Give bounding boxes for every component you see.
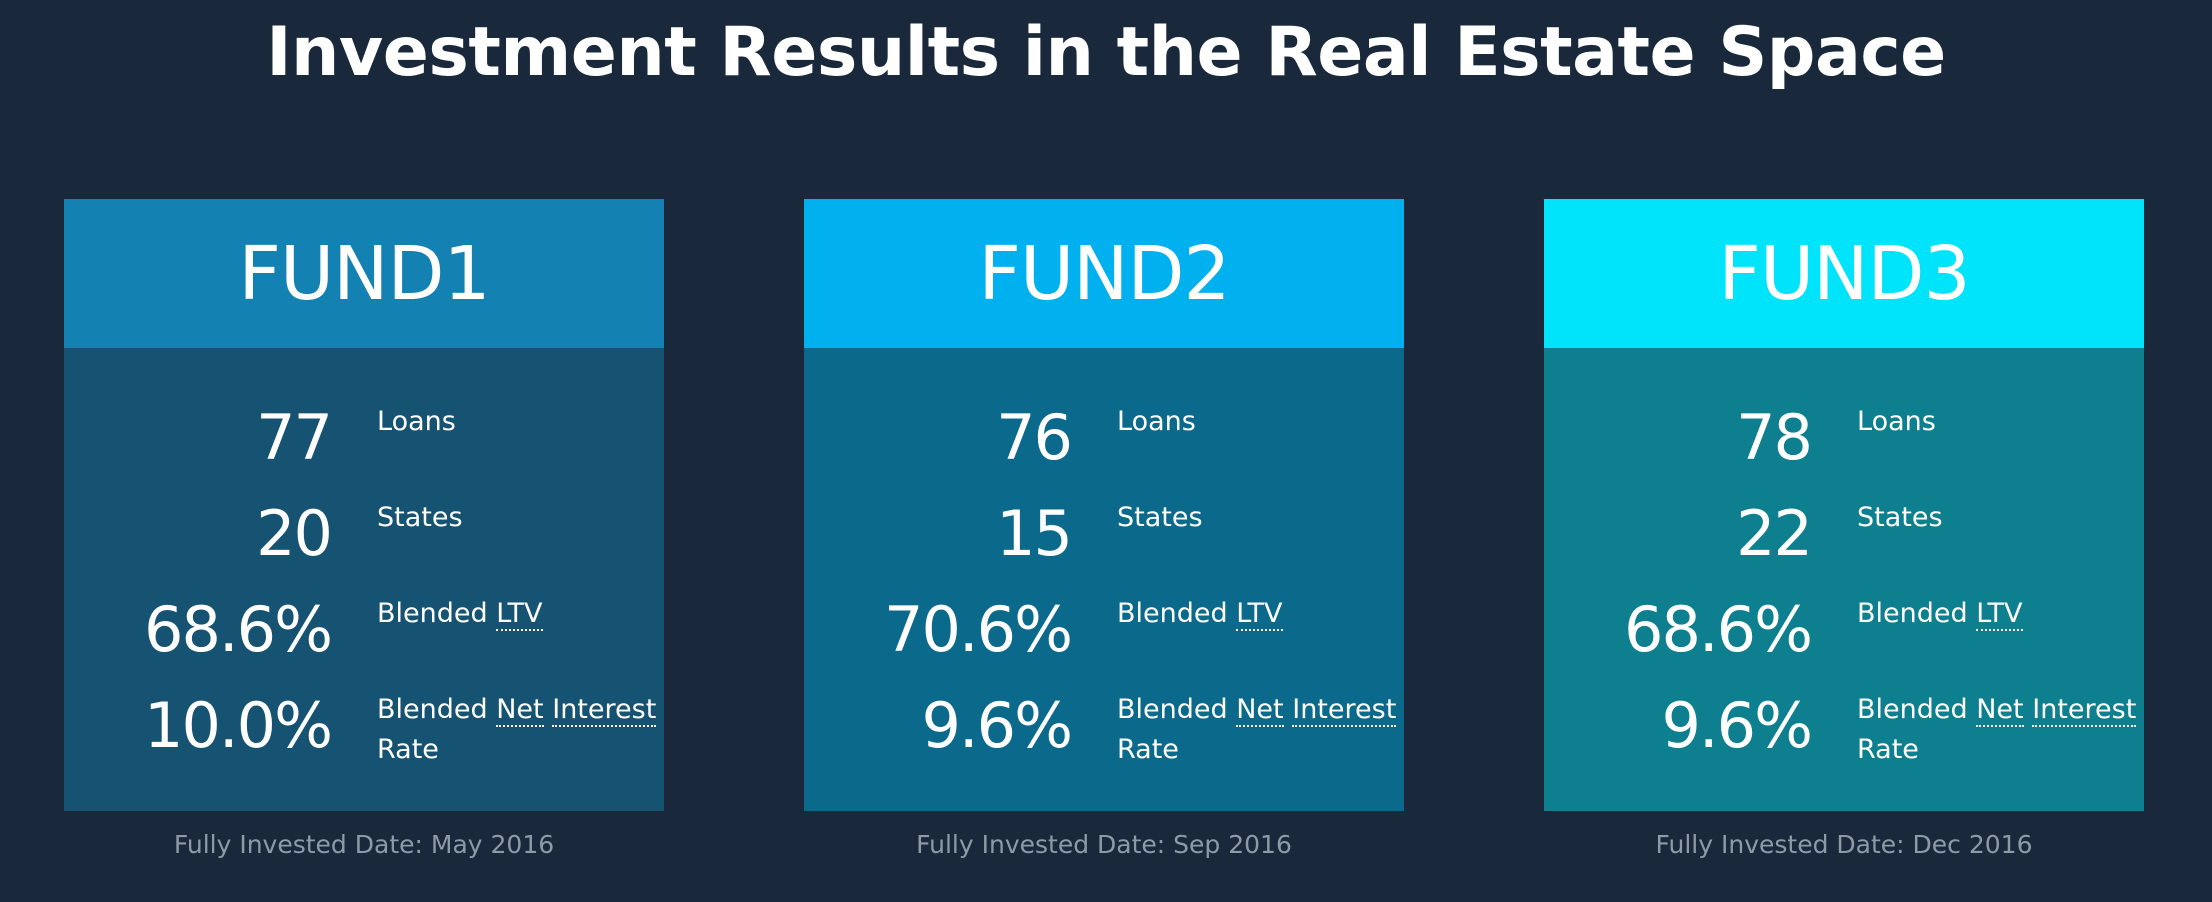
stat-value: 68.6% [144, 593, 333, 666]
label-prefix: Blended [1117, 694, 1228, 725]
fund-name: FUND1 [238, 230, 490, 317]
stat-label: Loans [1857, 406, 1936, 437]
fund-card-header: FUND3 [1544, 199, 2144, 348]
stat-label: Blended LTV [1117, 594, 1407, 634]
stat-value: 77 [256, 401, 333, 474]
interest-term[interactable]: Interest [552, 694, 657, 727]
ltv-abbreviation[interactable]: LTV [496, 598, 543, 631]
stat-value: 9.6% [921, 689, 1073, 762]
stat-loans: 76 Loans [804, 402, 1404, 492]
stat-label: Blended LTV [1857, 594, 2147, 634]
stat-value: 20 [256, 497, 333, 570]
stat-label: Blended Net Interest Rate [377, 690, 667, 770]
stat-value: 78 [1736, 401, 1813, 474]
fund-card-header: FUND2 [804, 199, 1404, 348]
label-prefix: Blended [377, 598, 488, 629]
stat-label: Loans [377, 406, 456, 437]
label-prefix: Blended [1117, 598, 1228, 629]
interest-term[interactable]: Interest [1292, 694, 1397, 727]
label-suffix: Rate [377, 734, 439, 765]
stat-label: Blended Net Interest Rate [1857, 690, 2147, 770]
net-term[interactable]: Net [1976, 694, 2024, 727]
fund-invested-date: Fully Invested Date: Dec 2016 [1655, 830, 2033, 859]
fund-card-body: 76 Loans 15 States 70.6% Blended LTV 9.6… [804, 348, 1404, 811]
fund-card-body: 78 Loans 22 States 68.6% Blended LTV 9.6… [1544, 348, 2144, 811]
net-term[interactable]: Net [496, 694, 544, 727]
label-prefix: Blended [1857, 598, 1968, 629]
stat-value: 22 [1736, 497, 1813, 570]
fund-invested-date: Fully Invested Date: May 2016 [173, 830, 555, 859]
stat-label: Blended LTV [377, 594, 667, 634]
stat-value: 68.6% [1624, 593, 1813, 666]
label-prefix: Blended [1857, 694, 1968, 725]
page-title: Investment Results in the Real Estate Sp… [266, 13, 1946, 92]
fund-invested-date: Fully Invested Date: Sep 2016 [916, 830, 1292, 859]
label-suffix: Rate [1857, 734, 1919, 765]
stat-value: 70.6% [884, 593, 1073, 666]
fund-card-1: FUND1 77 Loans 20 States 68.6% Blended L… [64, 199, 664, 811]
fund-card-body: 77 Loans 20 States 68.6% Blended LTV 10.… [64, 348, 664, 811]
label-suffix: Rate [1117, 734, 1179, 765]
interest-term[interactable]: Interest [2032, 694, 2137, 727]
stat-value: 15 [996, 497, 1073, 570]
fund-name: FUND2 [978, 230, 1230, 317]
stat-value: 76 [996, 401, 1073, 474]
stat-value: 10.0% [144, 689, 333, 762]
stat-states: 22 States [1544, 498, 2144, 588]
fund-card-3: FUND3 78 Loans 22 States 68.6% Blended L… [1544, 199, 2144, 811]
ltv-abbreviation[interactable]: LTV [1236, 598, 1283, 631]
stat-label: States [1117, 502, 1203, 533]
fund-card-2: FUND2 76 Loans 15 States 70.6% Blended L… [804, 199, 1404, 811]
net-term[interactable]: Net [1236, 694, 1284, 727]
stat-value: 9.6% [1661, 689, 1813, 762]
stat-ltv: 68.6% Blended LTV [1544, 594, 2144, 684]
stat-label: States [377, 502, 463, 533]
ltv-abbreviation[interactable]: LTV [1976, 598, 2023, 631]
stat-loans: 77 Loans [64, 402, 664, 492]
stat-states: 15 States [804, 498, 1404, 588]
stat-rate: 9.6% Blended Net Interest Rate [1544, 690, 2144, 780]
stat-label: Loans [1117, 406, 1196, 437]
stat-rate: 9.6% Blended Net Interest Rate [804, 690, 1404, 780]
fund-card-header: FUND1 [64, 199, 664, 348]
label-prefix: Blended [377, 694, 488, 725]
stat-loans: 78 Loans [1544, 402, 2144, 492]
stat-ltv: 70.6% Blended LTV [804, 594, 1404, 684]
stat-rate: 10.0% Blended Net Interest Rate [64, 690, 664, 780]
stat-states: 20 States [64, 498, 664, 588]
stat-ltv: 68.6% Blended LTV [64, 594, 664, 684]
stat-label: States [1857, 502, 1943, 533]
stat-label: Blended Net Interest Rate [1117, 690, 1407, 770]
fund-name: FUND3 [1718, 230, 1970, 317]
